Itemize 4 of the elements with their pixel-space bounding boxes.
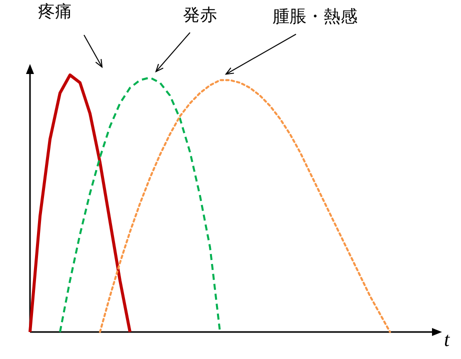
text: 発赤 xyxy=(183,6,217,25)
text: 疼痛 xyxy=(38,2,72,21)
x-axis-title: t xyxy=(444,329,450,351)
text: 腫脹・熱感 xyxy=(272,7,358,26)
